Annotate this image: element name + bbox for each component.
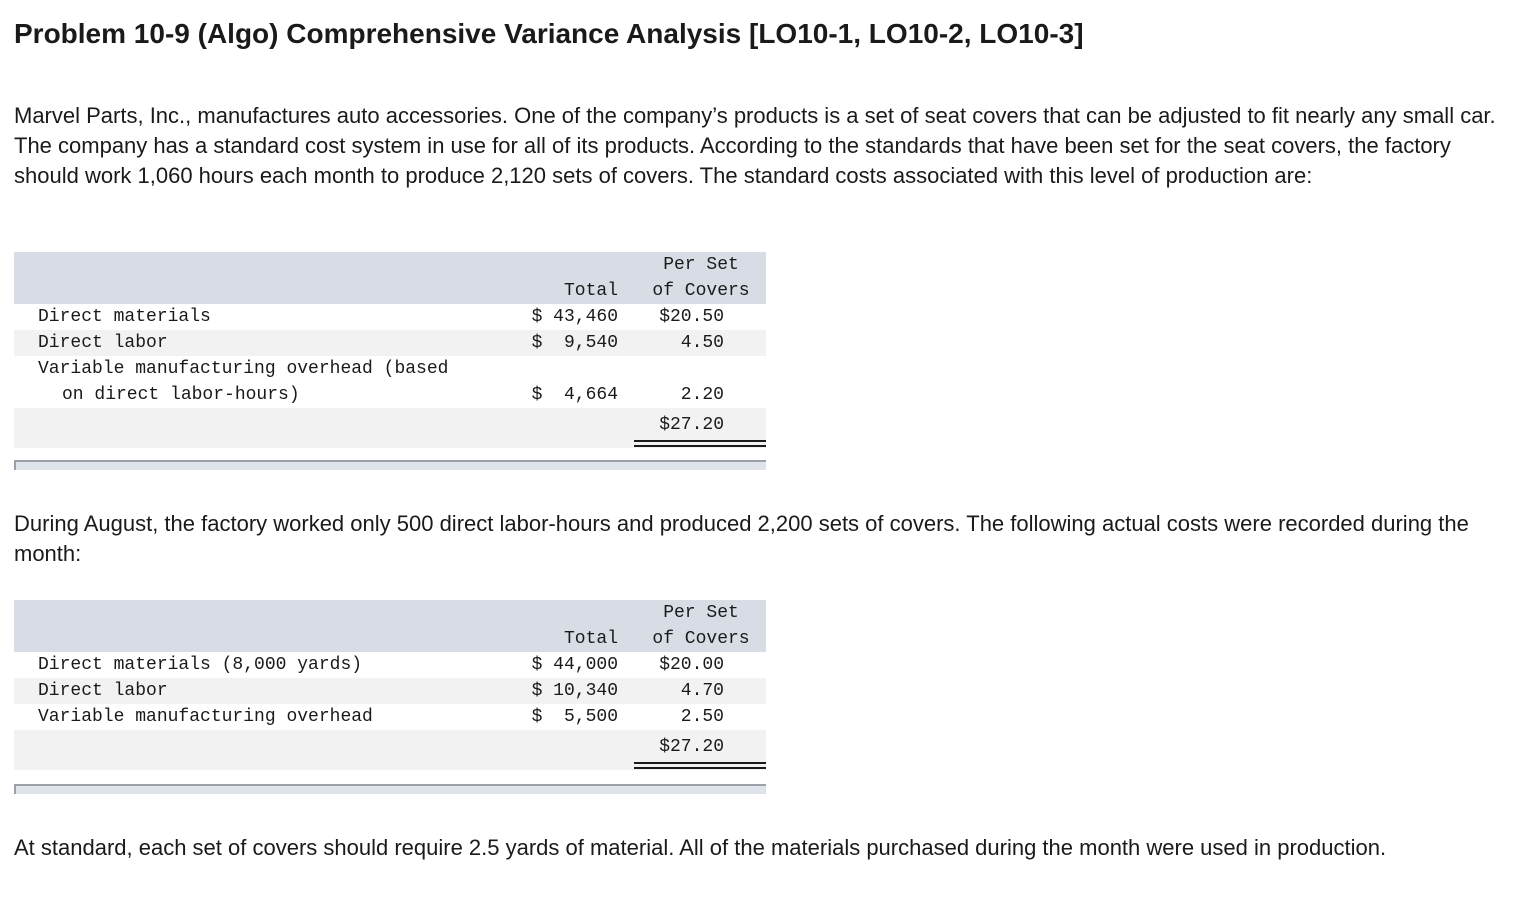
header-per-set: Per Set [663, 603, 739, 623]
row-label: Direct materials [38, 307, 211, 327]
table-row: Variable manufacturing overhead (based [14, 356, 766, 382]
header-total: Total [563, 281, 618, 301]
row-total: $ 4,664 [531, 385, 618, 405]
row-label: Variable manufacturing overhead (based [38, 359, 449, 379]
row-total: $ 10,340 [531, 681, 618, 701]
table-horizontal-scrollbar[interactable] [14, 460, 766, 470]
table-row: Direct materials $ 43,460 $20.50 [14, 304, 766, 330]
standard-cost-table: Per Set Total of Covers Direct materials… [14, 252, 766, 448]
table-header-row: Per Set [14, 600, 766, 626]
table-total-row: $27.20 [14, 730, 766, 770]
row-per-set: $20.50 [659, 307, 724, 327]
actual-cost-table: Per Set Total of Covers Direct materials… [14, 600, 766, 770]
problem-title: Problem 10-9 (Algo) Comprehensive Varian… [14, 18, 1084, 49]
row-per-set: 2.20 [680, 385, 724, 405]
row-per-set: 4.70 [680, 681, 724, 701]
row-per-set: $20.00 [659, 655, 724, 675]
row-total: $ 43,460 [531, 307, 618, 327]
closing-paragraph: At standard, each set of covers should r… [14, 835, 1387, 860]
row-label: Direct labor [38, 333, 168, 353]
header-of-covers: of Covers [652, 629, 750, 649]
row-label: Variable manufacturing overhead [38, 707, 373, 727]
row-label: Direct labor [38, 681, 168, 701]
table-horizontal-scrollbar[interactable] [14, 784, 766, 794]
table-header-row: Per Set [14, 252, 766, 278]
header-per-set: Per Set [663, 255, 739, 275]
table-header-row: Total of Covers [14, 626, 766, 652]
table-row: on direct labor-hours) $ 4,664 2.20 [14, 382, 766, 412]
row-total: $ 5,500 [531, 707, 618, 727]
table-row: Direct labor $ 10,340 4.70 [14, 678, 766, 704]
grand-total-per-set: $27.20 [659, 415, 724, 435]
header-of-covers: of Covers [652, 281, 750, 301]
header-total: Total [563, 629, 618, 649]
row-per-set: 4.50 [680, 333, 724, 353]
table-header-row: Total of Covers [14, 278, 766, 304]
table-row: Direct labor $ 9,540 4.50 [14, 330, 766, 356]
total-double-rule [634, 440, 766, 447]
table-row: Direct materials (8,000 yards) $ 44,000 … [14, 652, 766, 678]
table-row: Variable manufacturing overhead $ 5,500 … [14, 704, 766, 734]
row-label: Direct materials (8,000 yards) [38, 655, 363, 675]
table-total-row: $27.20 [14, 408, 766, 448]
row-per-set: 2.50 [680, 707, 724, 727]
grand-total-per-set: $27.20 [659, 737, 724, 757]
total-double-rule [634, 762, 766, 769]
row-label-continued: on direct labor-hours) [62, 385, 300, 405]
intro-paragraph: Marvel Parts, Inc., manufactures auto ac… [14, 103, 1496, 188]
row-total: $ 9,540 [531, 333, 618, 353]
august-paragraph: During August, the factory worked only 5… [14, 511, 1469, 566]
row-total: $ 44,000 [531, 655, 618, 675]
